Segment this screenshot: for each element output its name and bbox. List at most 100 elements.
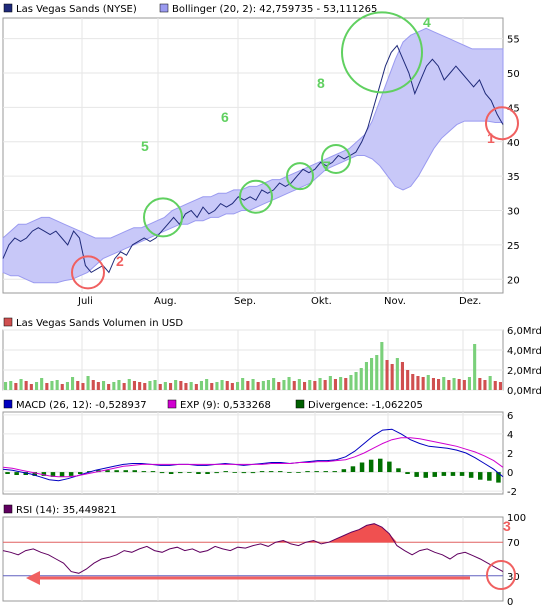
volume-bar (462, 380, 466, 390)
volume-bar (194, 384, 198, 390)
volume-bar (158, 384, 162, 390)
divergence-bar (323, 471, 328, 473)
volume-bar (313, 381, 317, 390)
divergence-bar (368, 459, 374, 473)
volume-bar (205, 379, 209, 390)
divergence-bar (241, 472, 247, 474)
volume-bar (467, 377, 471, 390)
x-axis-month-labels: Juli Aug. Sep. Okt. Nov. Dez. (77, 296, 481, 307)
volume-y-tick-label: 2,0Mrd (507, 366, 542, 377)
volume-bar (261, 381, 265, 390)
volume-bar (65, 382, 69, 390)
divergence-bar (432, 472, 437, 477)
volume-bar (339, 377, 343, 390)
volume-y-tick-label: 4,0Mrd (507, 346, 542, 357)
macd-y-tick-label: -2 (507, 487, 517, 498)
volume-bar (488, 376, 492, 390)
divergence-bar (223, 471, 228, 473)
volume-bar (318, 378, 322, 390)
divergence-bar (359, 462, 365, 472)
divergence-bar (141, 471, 147, 473)
divergence-bar (78, 472, 83, 474)
volume-bar (457, 379, 461, 390)
volume-bar (297, 379, 301, 390)
divergence-bar (150, 471, 156, 473)
divergence-bar (187, 472, 192, 473)
volume-bar (344, 378, 348, 390)
price-y-tick-label: 50 (507, 69, 520, 80)
volume-bar (148, 381, 152, 390)
divergence-bar (132, 470, 137, 473)
bollinger-band (2, 27, 504, 284)
volume-bar (493, 381, 497, 390)
volume-bar (122, 383, 126, 390)
volume-bar (143, 383, 147, 390)
volume-bar (241, 378, 245, 390)
divergence-bar (459, 472, 465, 476)
divergence-bar (159, 472, 165, 474)
volume-bar (303, 382, 307, 390)
exp-legend-swatch (167, 399, 177, 409)
divergence-bar (478, 472, 483, 480)
annotation-arrow-head (26, 571, 40, 585)
divergence-bar (387, 461, 392, 473)
macd-y-tick-label: 2 (507, 449, 513, 460)
divergence-bar (196, 472, 201, 474)
volume-bar (251, 379, 255, 390)
divergence-bar (105, 470, 110, 473)
volume-bar (395, 358, 399, 390)
volume-bar (478, 378, 482, 390)
macd-panel: MACD (26, 12): -0,528937 EXP (9): 0,5332… (2, 399, 517, 498)
price-y-tick-label: 25 (507, 241, 520, 252)
price-legend-label: Las Vegas Sands (NYSE) (16, 4, 137, 15)
divergence-bar (287, 472, 292, 473)
price-y-tick-label: 55 (507, 35, 520, 46)
exp-legend-label: EXP (9): 0,533268 (180, 400, 271, 411)
volume-bar (9, 381, 13, 390)
divergence-bar (423, 472, 428, 478)
volume-bar (102, 381, 106, 390)
divergence-bar (5, 472, 10, 474)
divergence-bar (59, 472, 65, 477)
volume-bar (277, 382, 281, 390)
volume-bar (179, 381, 183, 390)
rsi-y-tick-label: 70 (507, 538, 520, 549)
annotation-label-6: 6 (221, 109, 229, 125)
month-label: Sep. (234, 296, 256, 307)
divergence-bar (314, 471, 319, 473)
rsi-gridlines (3, 517, 503, 601)
volume-bar (375, 355, 379, 390)
macd-y-tick-label: 0 (507, 468, 513, 479)
volume-bar (328, 376, 332, 390)
volume-legend-label: Las Vegas Sands Volumen in USD (16, 318, 183, 329)
month-label: Aug. (154, 296, 177, 307)
macd-legend-swatch (3, 399, 13, 409)
annotation-circle-4 (341, 11, 423, 94)
annotation-label-1: 1 (487, 130, 495, 146)
annotation-label-8: 8 (317, 75, 325, 91)
volume-bar (246, 381, 250, 390)
divergence-bar (441, 472, 447, 476)
volume-bar (14, 383, 18, 390)
volume-bar (282, 380, 286, 390)
rsi-panel: RSI (14): 35,449821 100 70 30 0 3 (2, 504, 526, 606)
divergence-bar (123, 470, 128, 473)
volume-bar (112, 382, 116, 390)
divergence-bar (232, 472, 237, 473)
volume-bar (86, 376, 90, 390)
divergence-bar (296, 472, 301, 473)
month-label: Dez. (459, 296, 481, 307)
price-y-tick-label: 35 (507, 172, 520, 183)
volume-bar (292, 381, 296, 390)
divergence-bar (396, 468, 401, 473)
volume-bar (431, 378, 435, 390)
price-y-tick-label: 40 (507, 138, 520, 149)
volume-bar (220, 380, 224, 390)
volume-bar (483, 380, 487, 390)
divergence-bar (341, 469, 347, 473)
volume-bar (323, 380, 327, 390)
price-y-ticks: 20 25 30 35 40 45 50 55 (507, 35, 520, 287)
rsi-y-tick-label: 30 (507, 572, 520, 583)
